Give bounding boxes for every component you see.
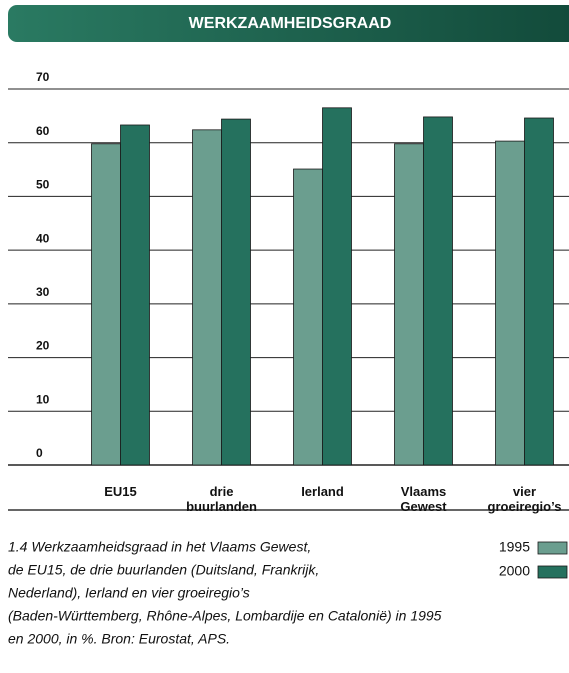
legend-label: 1995 bbox=[499, 539, 530, 555]
x-tick-label: Vlaams Gewest bbox=[400, 484, 447, 514]
bar bbox=[120, 124, 150, 466]
bar bbox=[394, 143, 424, 466]
bar bbox=[524, 117, 554, 466]
y-tick-label: 10 bbox=[36, 392, 50, 406]
y-tick-label: 20 bbox=[36, 339, 50, 353]
caption-line: 1.4 Werkzaamheidsgraad in het Vlaams Gew… bbox=[8, 539, 311, 555]
caption-line: en 2000, in %. Bron: Eurostat, APS. bbox=[8, 631, 230, 647]
y-tick-label: 0 bbox=[36, 446, 43, 460]
y-tick-label: 60 bbox=[36, 124, 50, 138]
x-tick-label: drie buurlanden bbox=[186, 484, 257, 514]
legend-swatch bbox=[537, 565, 568, 579]
bar bbox=[322, 107, 352, 466]
legend-label: 2000 bbox=[499, 563, 530, 579]
bar bbox=[221, 118, 251, 466]
bar bbox=[423, 116, 453, 466]
x-tick-label: EU15 bbox=[104, 484, 137, 499]
legend-swatch bbox=[537, 541, 568, 555]
bar bbox=[91, 143, 121, 466]
y-tick-label: 70 bbox=[36, 70, 50, 84]
bar bbox=[293, 168, 323, 466]
caption-line: Nederland), Ierland en vier groeiregio’s bbox=[8, 585, 250, 601]
chart-title: WERKZAAMHEIDSGRAAD bbox=[189, 15, 392, 32]
bar bbox=[192, 129, 222, 466]
caption-line: (Baden-Württemberg, Rhône-Alpes, Lombard… bbox=[8, 608, 442, 624]
y-tick-label: 40 bbox=[36, 231, 50, 245]
y-tick-label: 30 bbox=[36, 285, 50, 299]
x-tick-label: vier groeiregio’s bbox=[488, 484, 562, 514]
title-bar bbox=[8, 5, 569, 42]
y-tick-label: 50 bbox=[36, 178, 50, 192]
caption-line: de EU15, de drie buurlanden (Duitsland, … bbox=[8, 562, 319, 578]
bar bbox=[495, 140, 525, 466]
x-tick-label: Ierland bbox=[301, 484, 344, 499]
